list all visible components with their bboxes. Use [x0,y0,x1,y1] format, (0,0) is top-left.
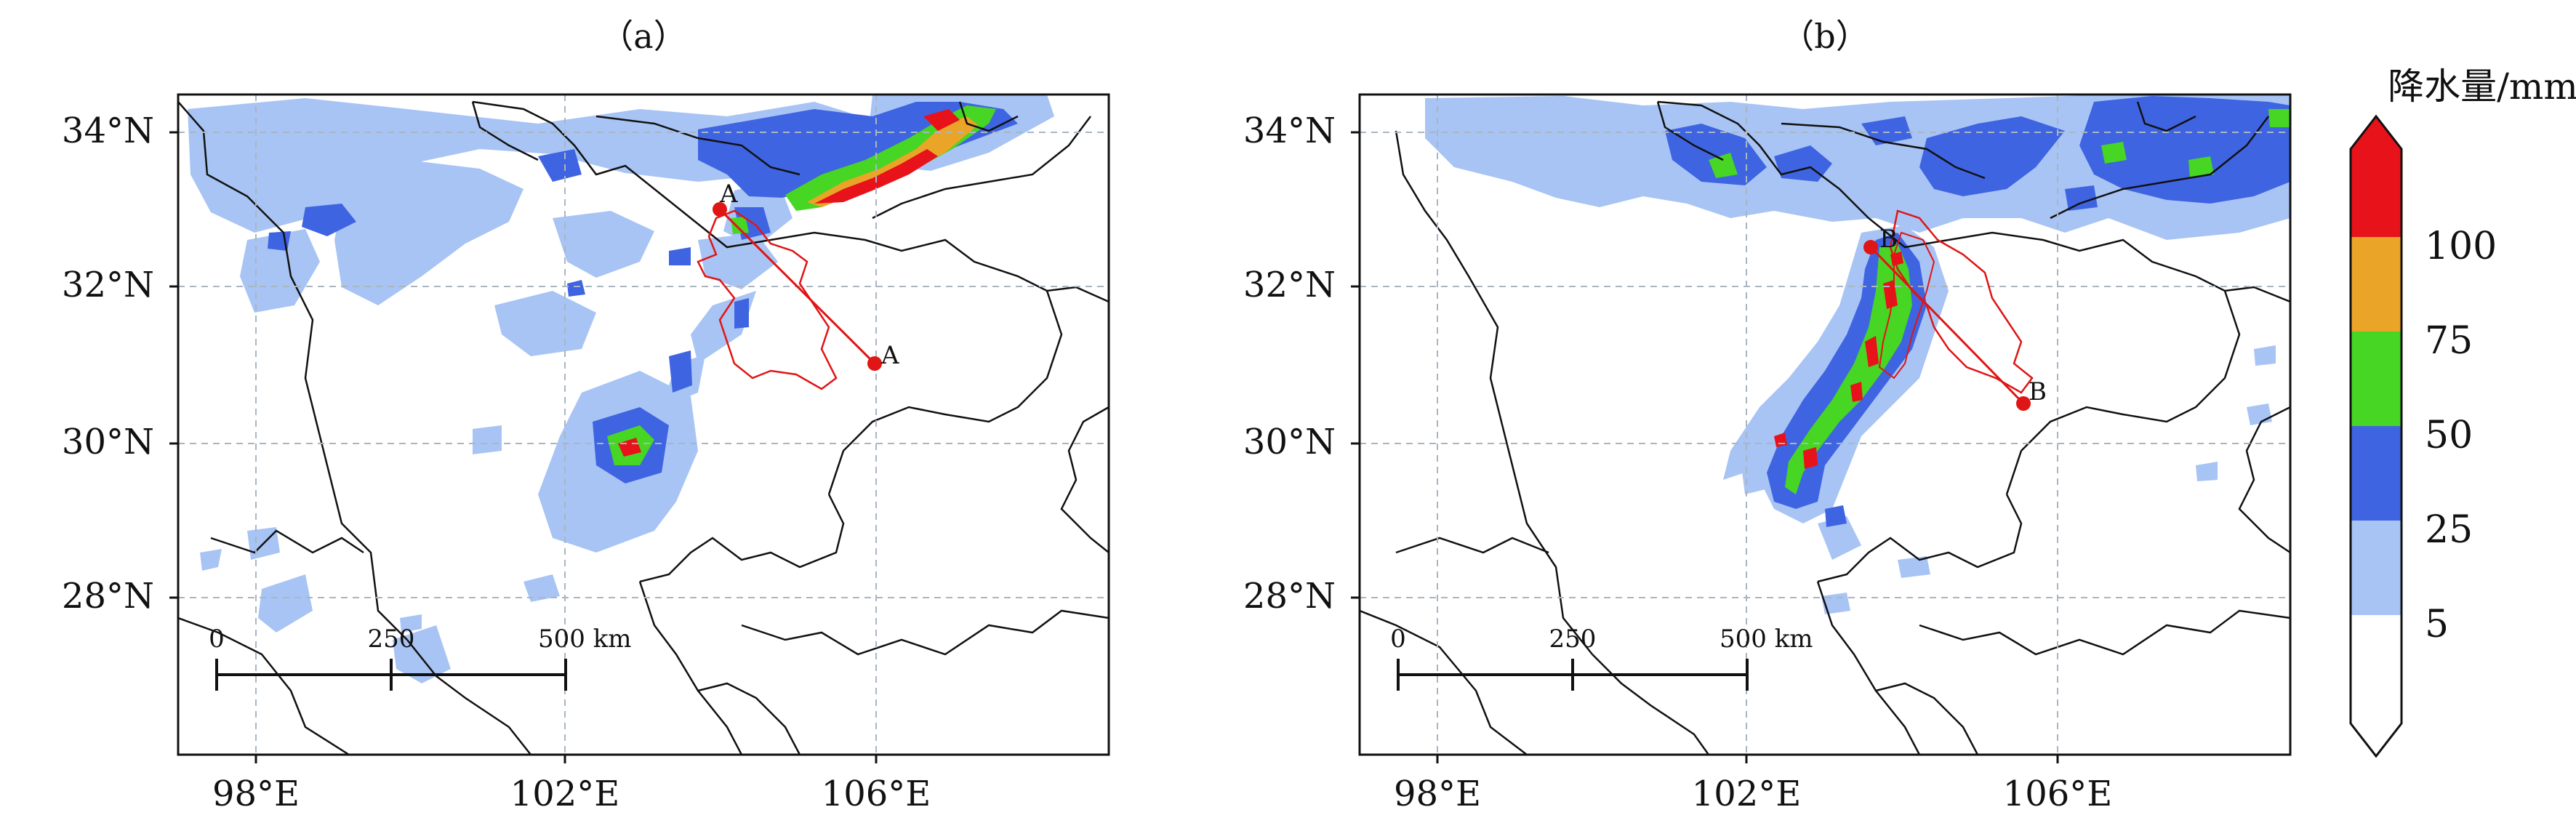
panel-b-transect-start-label: B [1879,225,1898,254]
panel-b-transect-end-point [2016,396,2031,411]
colorbar-bin-5-25 [2351,521,2402,615]
colorbar-label-75: 75 [2425,319,2473,363]
colorbar-label-5: 5 [2425,603,2449,646]
panel-b-lon-label-106: 106°E [2003,774,2113,814]
colorbar-outline [2349,114,2403,758]
panel-b-scalebar [1397,659,1749,691]
panel-a-scalebar-label-0: 0 [209,625,225,654]
panel-a-level5-areas [188,95,1054,683]
panel-b-gridlines [1360,95,2290,755]
panel-a-lat-label-32: 32°N [62,265,154,305]
panel-a-tick-marks [169,131,878,763]
panel-b-scalebar-label-250: 250 [1549,625,1597,654]
panel-b-scalebar-label-0: 0 [1390,625,1406,654]
panel-a-lat-label-28: 28°N [62,576,154,617]
panel-b-level50-areas [1709,109,2290,494]
panel-b-tick-marks [1351,131,2059,763]
panel-b-lat-label-28: 28°N [1243,576,1336,617]
panel-b-scalebar-label-500: 500 km [1720,625,1813,654]
panel-a-lon-label-106: 106°E [822,774,931,814]
panel-b-transect-end-label: B [2029,377,2047,406]
panel-b-field [1360,95,2290,755]
colorbar: 降水量/mm 100 75 50 25 5 [2349,65,2576,758]
panel-a-lat-label-34: 34°N [62,111,154,151]
colorbar-label-100: 100 [2425,225,2497,268]
panel-b-lon-label-102: 102°E [1692,774,1802,814]
colorbar-bin-under-5 [2351,615,2402,756]
panel-a-lon-label-102: 102°E [510,774,620,814]
panel-a-level75-areas [807,116,978,207]
panel-a-label: （a） [600,17,686,56]
panel-a-lon-label-98: 98°E [212,774,300,814]
panel-a-transect-start-point [713,202,727,217]
panel-a-basin-outline [697,209,838,390]
panel-a-lat-label-30: 30°N [62,422,154,462]
panel-a-transect-end-label: A [880,341,899,370]
colorbar-bin-over-100 [2351,116,2402,237]
panel-a-transect-line [718,208,876,365]
colorbar-title: 降水量/mm [2388,65,2576,108]
panel-a-scalebar-label-250: 250 [368,625,415,654]
panel-b-label: （b） [1781,17,1869,56]
panel-b-transect-start-point [1863,240,1878,254]
panel-b-lat-label-34: 34°N [1243,111,1336,151]
panel-b-lon-label-98: 98°E [1394,774,1481,814]
panel-b-lat-label-32: 32°N [1243,265,1336,305]
panel-a-map: （a） [62,17,1110,814]
panel-a-frame [177,93,1110,756]
colorbar-bin-50-75 [2351,332,2402,426]
panel-a-transect-start-label: A [719,180,738,209]
panel-a-scalebar [215,659,567,691]
panel-b-transect-line [1869,246,2025,405]
colorbar-bin-75-100 [2351,237,2402,332]
panel-a-gridlines [178,95,1109,755]
panel-a-transect-end-point [867,356,882,371]
panel-a-borders [178,100,1109,755]
panel-b-frame [1358,93,2292,756]
panel-b-inner-outline [1878,231,1935,380]
panel-a-scalebar-label-500: 500 km [538,625,632,654]
colorbar-label-25: 25 [2425,508,2473,552]
colorbar-bin-25-50 [2351,426,2402,521]
panel-b-map: （b） [1243,17,2292,814]
panel-a-field [178,95,1109,755]
colorbar-label-50: 50 [2425,414,2473,457]
panel-b-lat-label-30: 30°N [1243,422,1336,462]
